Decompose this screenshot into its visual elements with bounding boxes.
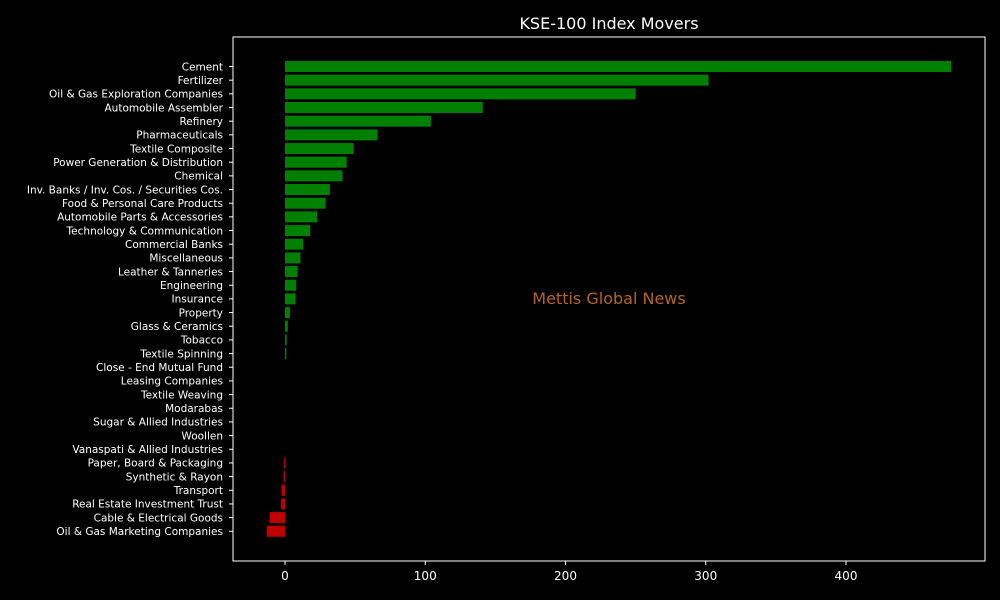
bar-2 (285, 88, 636, 100)
y-tick-label: Textile Weaving (140, 389, 223, 401)
y-tick-label: Technology & Communication (66, 225, 223, 237)
y-tick-label: Modarabas (165, 403, 223, 415)
y-tick-label: Textile Composite (129, 143, 223, 155)
y-tick-label: Oil & Gas Exploration Companies (49, 89, 223, 101)
bar-1 (285, 74, 709, 86)
bar-32 (281, 498, 285, 510)
bar-4 (285, 115, 431, 127)
y-tick-label: Fertilizer (178, 75, 224, 87)
y-tick-labels: Cement Fertilizer Oil & Gas Exploration Co… (27, 61, 233, 538)
bar-31 (281, 484, 285, 496)
y-tick-label: Vanaspati & Allied Industries (72, 444, 223, 456)
y-tick-label: Engineering (160, 280, 223, 292)
bar-20 (285, 334, 287, 346)
bar-10 (285, 197, 326, 209)
bar-12 (285, 225, 311, 237)
y-tick-label: Close - End Mutual Fund (96, 362, 223, 374)
bar-16 (285, 279, 297, 291)
bar-14 (285, 252, 301, 264)
y-tick-label: Pharmaceuticals (136, 130, 223, 142)
bar-8 (285, 170, 343, 182)
bar-21 (285, 348, 287, 360)
bar-33 (269, 512, 285, 524)
y-tick-label: Commercial Banks (125, 239, 223, 251)
y-tick-label: Cable & Electrical Goods (94, 512, 223, 524)
y-tick-label: Insurance (171, 294, 223, 306)
x-tick-label: 400 (835, 569, 858, 583)
x-tick-label: 0 (281, 569, 289, 583)
y-tick-label: Cement (182, 61, 223, 73)
y-tick-label: Automobile Parts & Accessories (57, 212, 223, 224)
y-tick-label: Leasing Companies (121, 376, 223, 388)
bar-19 (285, 320, 288, 332)
bar-15 (285, 266, 298, 278)
y-tick-label: Woollen (181, 430, 223, 442)
y-tick-label: Leather & Tanneries (118, 266, 223, 278)
y-tick-label: Sugar & Allied Industries (93, 417, 223, 429)
y-tick-label: Oil & Gas Marketing Companies (56, 526, 223, 538)
bar-11 (285, 211, 318, 223)
bar-7 (285, 156, 347, 168)
x-tick-label: 100 (414, 569, 437, 583)
bar-30 (283, 471, 285, 483)
bar-34 (266, 525, 285, 537)
x-tick-label: 300 (694, 569, 717, 583)
bar-13 (285, 238, 304, 250)
bar-0 (285, 61, 952, 72)
y-tick-label: Power Generation & Distribution (53, 157, 223, 169)
y-tick-label: Synthetic & Rayon (126, 471, 223, 483)
bar-18 (285, 307, 290, 319)
x-tick-label: 200 (554, 569, 577, 583)
x-axis: 0 100 200 300 400 (281, 561, 857, 583)
bar-3 (285, 102, 483, 114)
bar-5 (285, 129, 378, 141)
y-tick-label: Tobacco (180, 335, 223, 347)
bar-17 (285, 293, 296, 305)
y-tick-label: Miscellaneous (149, 253, 223, 265)
y-tick-label: Food & Personal Care Products (62, 198, 223, 210)
y-tick-label: Textile Spinning (139, 348, 223, 360)
chart-title: KSE-100 Index Movers (519, 14, 698, 33)
y-tick-label: Refinery (179, 116, 223, 128)
bar-9 (285, 184, 330, 196)
y-tick-label: Paper, Board & Packaging (88, 458, 223, 470)
bar-29 (283, 457, 285, 469)
y-tick-label: Transport (173, 485, 223, 497)
y-tick-label: Chemical (174, 171, 223, 183)
bars-group (266, 61, 952, 537)
bar-6 (285, 143, 354, 155)
y-tick-label: Glass & Ceramics (131, 321, 223, 333)
y-tick-label: Real Estate Investment Trust (72, 499, 223, 511)
y-tick-label: Property (179, 307, 223, 319)
y-tick-label: Automobile Assembler (105, 102, 224, 114)
y-tick-label: Inv. Banks / Inv. Cos. / Securities Cos. (27, 184, 223, 196)
watermark-text: Mettis Global News (532, 289, 685, 308)
